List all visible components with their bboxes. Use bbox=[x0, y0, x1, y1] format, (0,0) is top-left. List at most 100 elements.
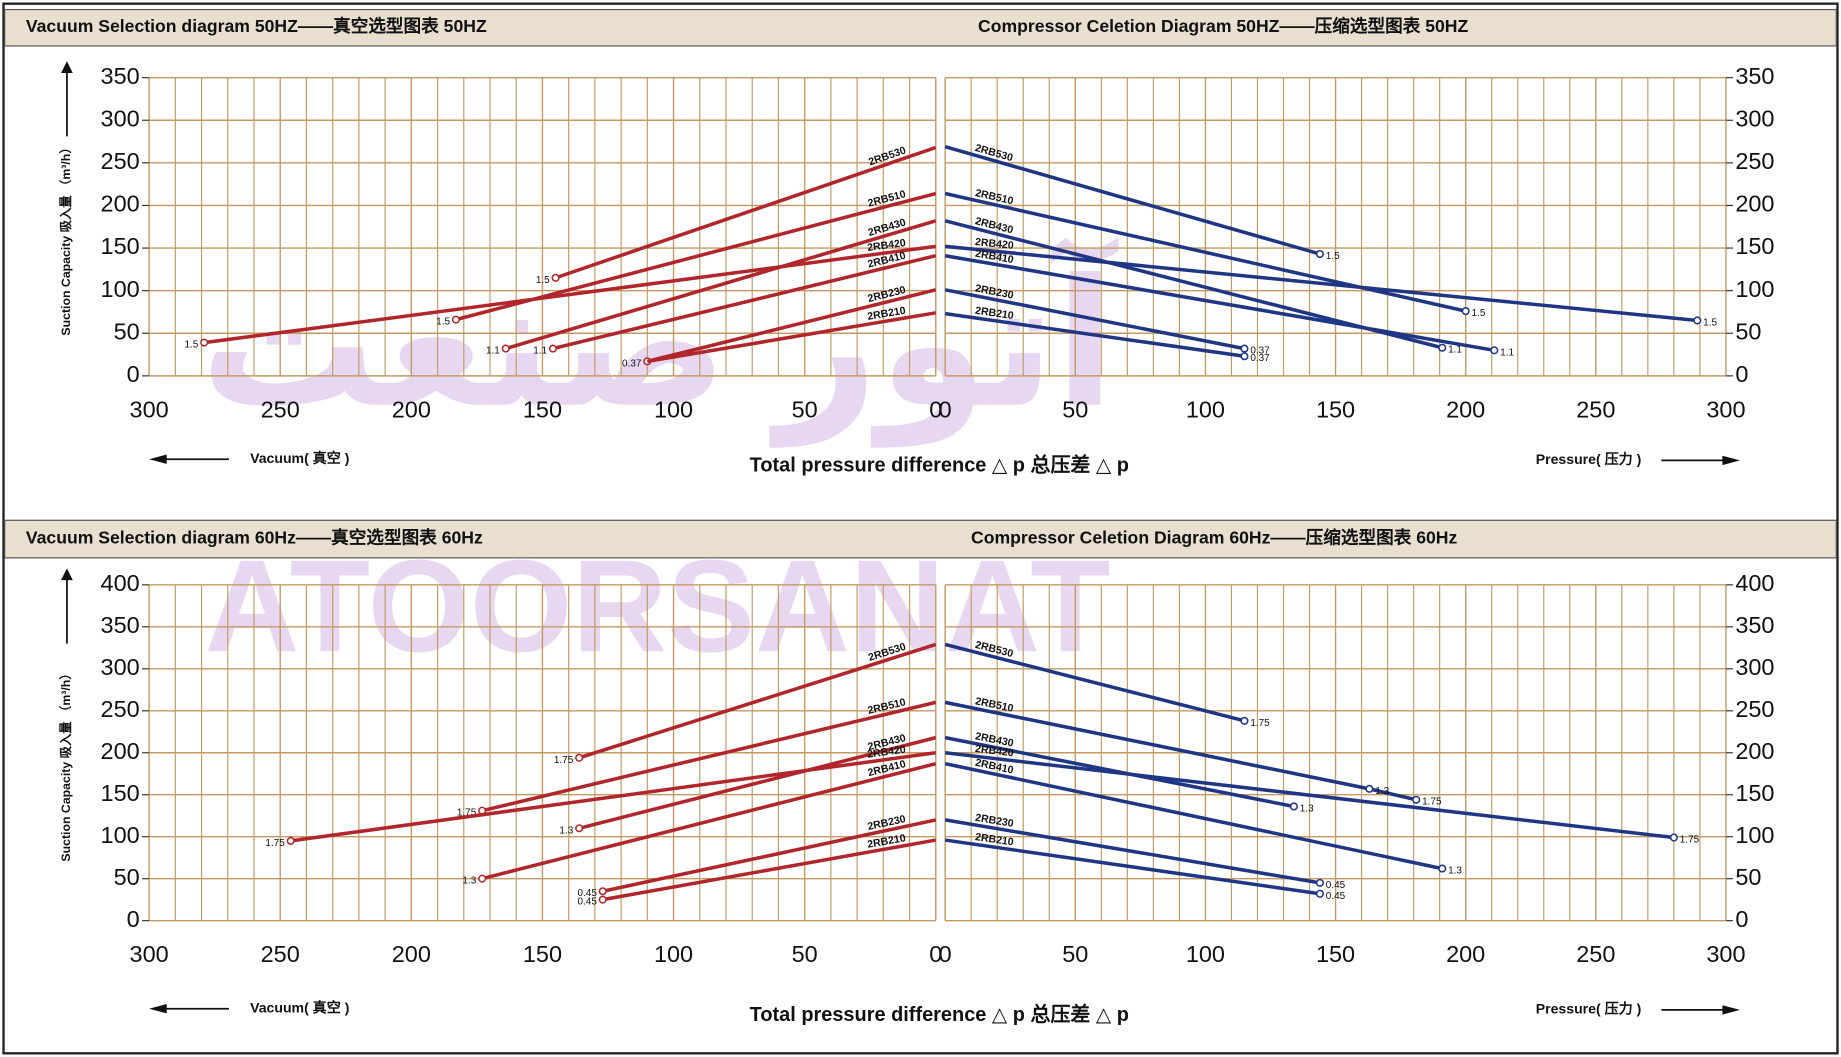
x-tick-label: 50 bbox=[1062, 396, 1088, 422]
y-tick-label: 200 bbox=[1735, 191, 1774, 217]
arrow-head bbox=[149, 454, 167, 464]
x-tick-label: 200 bbox=[1446, 396, 1485, 422]
y-tick-label: 0 bbox=[127, 361, 140, 387]
x-tick-label: 0 bbox=[939, 396, 952, 422]
series-line bbox=[578, 642, 937, 760]
point-label: 0.45 bbox=[577, 888, 597, 899]
series-line bbox=[646, 288, 937, 364]
data-point bbox=[1693, 316, 1702, 325]
point-label: 0.37 bbox=[622, 358, 642, 369]
x-tick-label: 50 bbox=[792, 941, 818, 967]
y-tick-label: 200 bbox=[1735, 738, 1774, 764]
series-name: 2RB420 bbox=[867, 744, 907, 761]
point-label: 1.75 bbox=[265, 838, 285, 849]
point-label: 1.3 bbox=[559, 825, 573, 836]
data-point bbox=[1365, 784, 1374, 793]
series-line bbox=[944, 311, 1245, 359]
panel-title: Compressor Celetion Diagram 60Hz——压缩选型图表… bbox=[971, 528, 1458, 548]
data-point bbox=[1461, 307, 1470, 316]
point-label: 1.5 bbox=[436, 317, 450, 328]
series-line bbox=[647, 311, 937, 364]
arrow-head bbox=[149, 1004, 167, 1014]
y-tick-label: 0 bbox=[1735, 361, 1748, 387]
point-label: 1.75 bbox=[1680, 835, 1700, 846]
y-tick-label: 350 bbox=[1735, 63, 1774, 89]
point-label: 0.45 bbox=[1326, 891, 1346, 902]
y-tick-label: 150 bbox=[101, 780, 140, 806]
x-tick-label: 150 bbox=[1316, 396, 1355, 422]
x-tick-label: 100 bbox=[654, 396, 693, 422]
x-tick-label: 0 bbox=[939, 941, 952, 967]
data-point bbox=[451, 315, 460, 324]
x-tick-label: 250 bbox=[261, 941, 300, 967]
data-point bbox=[1669, 833, 1678, 842]
y-tick-label: 200 bbox=[101, 191, 140, 217]
y-tick-label: 300 bbox=[101, 654, 140, 680]
y-tick-label: 300 bbox=[1735, 654, 1774, 680]
header-band bbox=[4, 519, 1837, 559]
point-label: 1.5 bbox=[1472, 308, 1486, 319]
x-tick-label: 250 bbox=[261, 396, 300, 422]
y-tick-label: 400 bbox=[1735, 570, 1774, 596]
y-tick-label: 50 bbox=[1735, 864, 1761, 890]
series-line bbox=[944, 818, 1321, 885]
direction-label: Vacuum( 真空 ) bbox=[250, 450, 349, 466]
point-label: 1.1 bbox=[1448, 345, 1462, 356]
data-point bbox=[1289, 802, 1298, 811]
point-label: 0.45 bbox=[1326, 880, 1346, 891]
point-label: 1.3 bbox=[1375, 786, 1389, 797]
y-tick-label: 300 bbox=[1735, 105, 1774, 131]
x-tick-label: 250 bbox=[1576, 396, 1615, 422]
point-label: 0.45 bbox=[577, 897, 597, 908]
series-line bbox=[944, 838, 1321, 896]
series-line bbox=[944, 642, 1245, 723]
series-line bbox=[944, 244, 1698, 323]
point-label: 1.5 bbox=[536, 275, 550, 286]
point-label: 1.3 bbox=[1300, 803, 1314, 814]
x-tick-label: 100 bbox=[654, 941, 693, 967]
direction-label: Vacuum( 真空 ) bbox=[250, 999, 349, 1015]
x-tick-label: 200 bbox=[392, 941, 431, 967]
y-tick-label: 350 bbox=[101, 63, 140, 89]
point-label: 1.3 bbox=[462, 876, 476, 887]
point-label: 1.75 bbox=[1422, 797, 1442, 808]
y-tick-label: 100 bbox=[1735, 276, 1774, 302]
data-point bbox=[575, 753, 584, 762]
point-label: 1.5 bbox=[184, 340, 198, 351]
y-tick-label: 50 bbox=[1735, 318, 1761, 344]
data-point bbox=[548, 344, 557, 353]
data-point bbox=[1240, 716, 1249, 725]
y-tick-label: 0 bbox=[127, 906, 140, 932]
y-tick-label: 350 bbox=[1735, 612, 1774, 638]
data-point bbox=[200, 338, 209, 347]
data-point bbox=[575, 824, 584, 833]
series-name: 2RB210 bbox=[974, 305, 1014, 322]
y-tick-label: 250 bbox=[1735, 148, 1774, 174]
y-tick-label: 50 bbox=[114, 864, 140, 890]
data-point bbox=[501, 344, 510, 353]
point-label: 1.1 bbox=[1500, 347, 1514, 358]
arrow-head bbox=[61, 61, 73, 73]
watermark-persian: آتور صنعت bbox=[200, 236, 1119, 448]
series-line bbox=[944, 288, 1245, 351]
series-line bbox=[944, 761, 1443, 871]
point-label: 0.37 bbox=[1250, 353, 1270, 364]
x-tick-label: 200 bbox=[392, 396, 431, 422]
x-tick-label: 100 bbox=[1186, 941, 1225, 967]
header-band bbox=[4, 8, 1837, 47]
x-tick-label: 0 bbox=[929, 941, 942, 967]
series-name: 2RB420 bbox=[974, 743, 1014, 759]
panel-title: Vacuum Selection diagram 50HZ——真空选型图表 50… bbox=[26, 16, 487, 36]
x-tick-label: 250 bbox=[1576, 941, 1615, 967]
panel-title: Vacuum Selection diagram 60Hz——真空选型图表 60… bbox=[26, 528, 483, 548]
y-axis-label: Suction Capacity 吸入量 （m³/h） bbox=[58, 141, 73, 335]
data-point bbox=[551, 273, 560, 282]
x-tick-label: 100 bbox=[1186, 396, 1225, 422]
point-label: 1.75 bbox=[554, 755, 574, 766]
point-label: 1.1 bbox=[486, 346, 500, 357]
watermark: ATOORSANAT آتور صنعت bbox=[200, 236, 1119, 680]
data-point bbox=[1315, 249, 1324, 259]
point-label: 1.5 bbox=[1326, 251, 1340, 262]
y-tick-label: 300 bbox=[101, 105, 140, 131]
point-label: 1.75 bbox=[457, 808, 477, 819]
